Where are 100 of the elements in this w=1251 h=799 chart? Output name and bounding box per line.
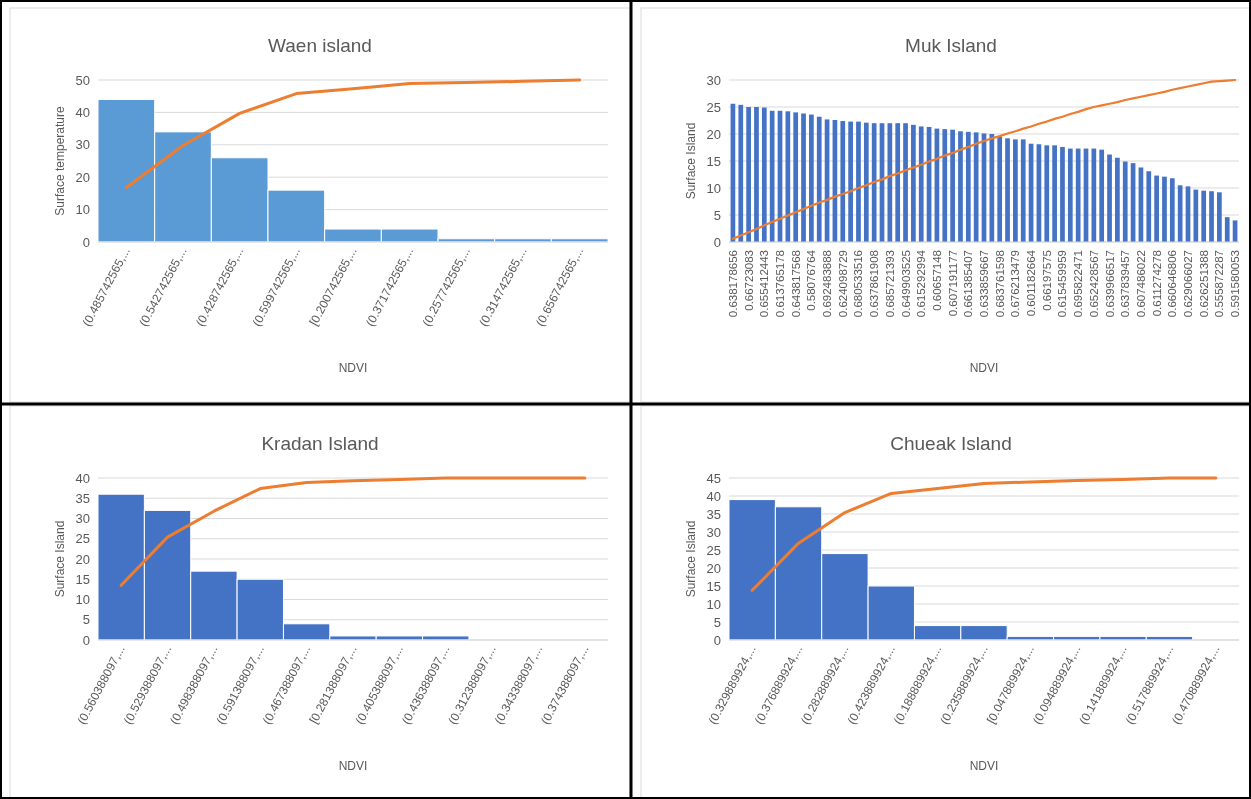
bar: [1052, 145, 1057, 242]
bar: [942, 129, 948, 242]
bar: [801, 113, 806, 242]
y-tick-label: 15: [75, 571, 90, 587]
y-tick-label: 30: [706, 72, 721, 88]
x-tick-label: 0.66197575: [1040, 250, 1053, 311]
x-tick-label: 0.607486022: [1134, 250, 1147, 318]
bar: [965, 131, 971, 242]
bar: [1217, 192, 1222, 242]
y-tick-label: 15: [706, 578, 721, 594]
bar: [761, 107, 767, 242]
bar: [1209, 191, 1214, 242]
x-tick-label: 0.652428567: [1087, 250, 1100, 318]
x-tick-label: 0.624098729: [836, 250, 849, 318]
bar: [903, 123, 908, 242]
x-axis-title: NDVI: [338, 361, 368, 375]
bar: [785, 111, 791, 242]
y-tick-label: 20: [75, 551, 90, 567]
bar: [1177, 185, 1183, 242]
x-tick-label: 0.637839457: [1119, 250, 1132, 318]
bar: [1224, 217, 1230, 242]
y-tick-label: 10: [75, 592, 90, 608]
bar: [1201, 190, 1207, 242]
y-tick-label: 10: [75, 202, 90, 218]
y-tick-label: 25: [706, 99, 721, 115]
y-tick-label: 5: [82, 612, 90, 628]
line-series: [119, 476, 587, 587]
y-tick-label: 20: [706, 560, 721, 576]
bar: [1107, 154, 1112, 242]
bar: [1193, 189, 1199, 242]
y-axis-title: Surface Island: [684, 520, 698, 598]
y-axis-title: Surface Island: [684, 122, 698, 200]
y-tick-label: 40: [75, 104, 90, 120]
bar: [911, 124, 916, 242]
bar: [1122, 161, 1128, 242]
chart-title: Chueak Island: [890, 433, 1012, 454]
bar: [746, 107, 751, 242]
y-tick-label: 30: [75, 511, 90, 527]
bar: [997, 136, 1003, 242]
bar: [871, 123, 877, 242]
y-tick-label: 10: [706, 180, 721, 196]
x-tick-label: 0.660646806: [1166, 250, 1179, 318]
y-axis-title: Surface Island: [53, 520, 67, 598]
bar: [793, 112, 799, 242]
y-tick-label: 15: [706, 153, 721, 169]
x-axis-title: NDVI: [969, 759, 999, 773]
bar: [918, 126, 924, 242]
chart-title: Waen island: [268, 35, 372, 56]
bar: [950, 129, 955, 242]
x-tick-label: 0.66723083: [742, 250, 755, 311]
x-tick-label: 0.639966517: [1103, 250, 1116, 318]
bar: [958, 131, 963, 242]
bar: [1169, 178, 1175, 242]
x-tick-label: 0.683761598: [993, 250, 1006, 318]
bar: [1154, 175, 1159, 242]
x-tick-label: 0.680533516: [852, 250, 865, 318]
y-tick-label: 5: [713, 614, 721, 630]
y-tick-label: 10: [706, 596, 721, 612]
bar: [973, 132, 979, 242]
y-tick-label: 35: [706, 506, 721, 522]
x-tick-label: 0.58076764: [805, 249, 818, 311]
chart-title: Kradan Island: [261, 433, 379, 454]
bar: [1115, 157, 1120, 242]
x-tick-label: 0.611274278: [1150, 250, 1163, 317]
bar: [816, 116, 822, 242]
x-axis-title: NDVI: [338, 759, 368, 773]
bar: [895, 123, 901, 242]
x-tick-label: 0.601182664: [1025, 249, 1038, 317]
y-tick-label: 50: [75, 72, 90, 88]
y-tick-label: 5: [713, 207, 721, 223]
x-tick-label: 0.637861908: [868, 250, 881, 318]
y-tick-label: 0: [713, 632, 721, 648]
x-tick-label: 0.676213479: [1009, 250, 1022, 318]
bar: [848, 121, 853, 242]
x-tick-label: 0.692483888: [821, 250, 834, 318]
line-series: [750, 476, 1218, 592]
bar: [769, 110, 775, 242]
bar: [809, 114, 814, 242]
line-series: [731, 78, 1237, 240]
bar: [738, 104, 744, 242]
bar: [1091, 148, 1097, 242]
y-tick-label: 45: [706, 470, 721, 486]
bar: [1020, 139, 1026, 242]
x-tick-label: 0.555872287: [1213, 250, 1226, 318]
x-tick-label: 0.643817568: [789, 250, 802, 318]
x-tick-label: 0.60657148: [930, 250, 943, 311]
bar: [856, 121, 861, 242]
bar: [1099, 149, 1105, 242]
line-series: [124, 78, 582, 190]
bar: [887, 123, 893, 242]
y-tick-label: 40: [75, 470, 90, 486]
bar: [1146, 171, 1152, 242]
bar: [1067, 148, 1073, 242]
x-tick-label: 0.629066027: [1182, 250, 1194, 318]
bar: [1013, 139, 1018, 242]
y-tick-label: 25: [75, 531, 90, 547]
x-tick-label: 0.607191177: [946, 250, 959, 317]
bar: [1060, 146, 1065, 242]
x-tick-label: 0.591580053: [1229, 250, 1242, 318]
x-tick-label: 0.633859667: [978, 250, 990, 318]
